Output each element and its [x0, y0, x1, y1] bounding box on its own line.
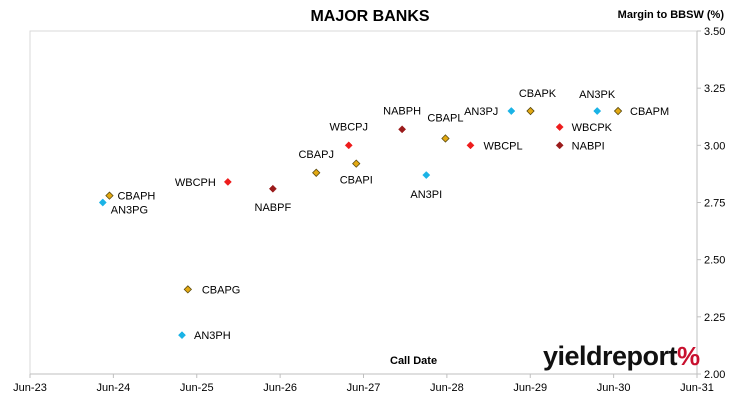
x-axis-label: Call Date: [390, 355, 438, 367]
point-wbcpk: [555, 123, 564, 131]
point-label-wbcpl: WBCPL: [483, 140, 522, 152]
point-an3pi: [422, 171, 431, 180]
point-label-cbapj: CBAPJ: [298, 149, 333, 161]
x-tick-label: Jun-27: [347, 382, 381, 394]
point-label-nabpf: NABPF: [255, 202, 292, 214]
point-label-wbcpk: WBCPK: [572, 122, 613, 134]
point-label-cbapi: CBAPI: [340, 175, 373, 187]
point-wbcpj: [344, 141, 353, 150]
point-nabpi: [555, 141, 564, 150]
logo-percent-symbol: %: [677, 341, 700, 371]
x-tick-label: Jun-28: [430, 382, 464, 394]
point-label-an3pg: AN3PG: [111, 205, 148, 217]
point-an3ph: [178, 331, 186, 340]
x-tick-label: Jun-23: [13, 382, 47, 394]
point-label-cbaph: CBAPH: [117, 191, 155, 203]
x-axis: Jun-23 Jun-24 Jun-25 Jun-26 Jun-27 Jun-28 Jun-…: [13, 374, 714, 394]
data-points: CBAPH AN3PG CBAPG AN3PH WBCPH NABPF CBAPJ WBCPJ…: [98, 88, 669, 342]
point-label-cbapm: CBAPM: [630, 106, 669, 118]
point-label-cbapg: CBAPG: [202, 284, 241, 296]
point-label-cbapl: CBAPL: [427, 112, 463, 124]
x-tick-label: Jun-30: [597, 382, 631, 394]
point-cbapk: [526, 106, 535, 116]
y-tick-label: 3.00: [704, 140, 725, 152]
point-label-an3ph: AN3PH: [194, 330, 231, 342]
point-label-cbapk: CBAPK: [519, 88, 557, 100]
point-an3pk: [593, 107, 602, 115]
point-label-nabpi: NABPI: [572, 140, 605, 152]
y-axis-label: Margin to BBSW (%): [617, 9, 724, 21]
y-tick-label: 2.00: [704, 369, 725, 381]
y-tick-label: 2.25: [704, 312, 725, 324]
y-tick-label: 2.75: [704, 198, 725, 210]
point-label-an3pj: AN3PJ: [464, 106, 498, 118]
x-tick-label: Jun-31: [680, 382, 714, 394]
y-tick-label: 2.50: [704, 255, 725, 267]
y-tick-label: 3.25: [704, 83, 725, 95]
point-wbcpl: [466, 141, 475, 150]
x-tick-label: Jun-24: [97, 382, 131, 394]
x-tick-label: Jun-25: [180, 382, 214, 394]
y-tick-label: 3.50: [704, 26, 725, 38]
point-label-an3pi: AN3PI: [410, 189, 442, 201]
point-label-an3pk: AN3PK: [579, 89, 616, 101]
point-cbapl: [441, 134, 450, 143]
point-cbapi: [352, 159, 361, 168]
point-cbapg: [183, 285, 192, 294]
x-tick-label: Jun-29: [513, 382, 547, 394]
point-label-wbcph: WBCPH: [175, 177, 216, 189]
point-nabpf: [268, 184, 277, 193]
point-label-nabph: NABPH: [383, 105, 421, 117]
point-wbcph: [223, 177, 232, 186]
yieldreport-logo: yieldreport%: [543, 341, 700, 372]
point-cbapj: [312, 168, 321, 177]
point-an3pg: [98, 198, 107, 207]
point-cbaph: [105, 191, 114, 200]
point-label-wbcpj: WBCPJ: [329, 121, 368, 133]
point-nabph: [398, 125, 407, 134]
logo-text: yieldreport: [543, 341, 678, 371]
point-an3pj: [507, 107, 516, 115]
x-tick-label: Jun-26: [263, 382, 297, 394]
y-axis: 2.00 2.25 2.50 2.75 3.00 3.25 3.50: [697, 26, 725, 381]
chart-title: MAJOR BANKS: [310, 8, 430, 25]
point-cbapm: [613, 106, 623, 116]
